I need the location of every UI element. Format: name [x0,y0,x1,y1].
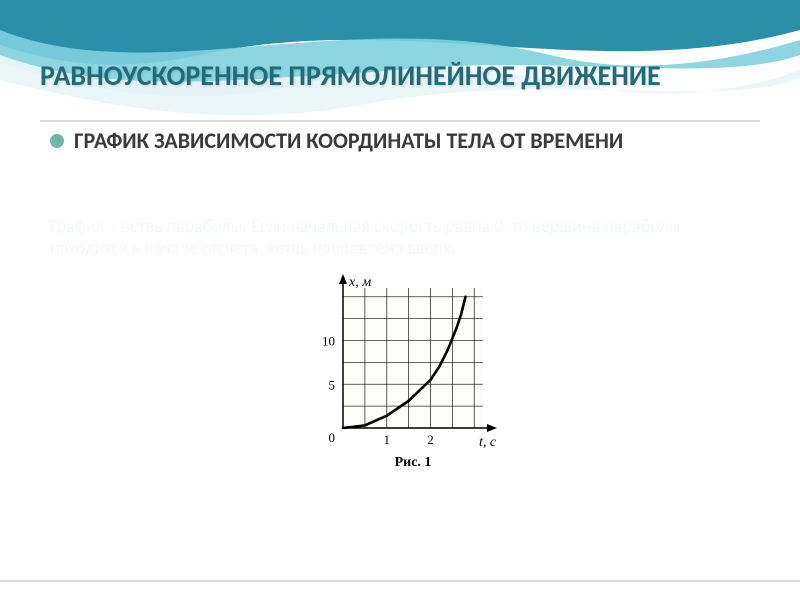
bullet-dot-icon [50,134,64,148]
faint-paragraph: График – ветвь параболы. Если начальная … [50,215,760,260]
footer-divider [0,580,800,582]
coordinate-time-chart: 1 2 5 10 0 x, м t, с Рис. 1 [295,268,515,488]
svg-text:10: 10 [322,333,335,348]
svg-text:1: 1 [384,432,391,447]
svg-text:x, м: x, м [348,275,371,290]
bullet-text: ГРАФИК ЗАВИСИМОСТИ КООРДИНАТЫ ТЕЛА ОТ ВР… [74,128,623,154]
svg-text:Рис. 1: Рис. 1 [395,455,432,470]
svg-text:t, с: t, с [479,435,497,450]
page-title: РАВНОУСКОРЕННОЕ ПРЯМОЛИНЕЙНОЕ ДВИЖЕНИЕ [40,60,760,92]
svg-text:0: 0 [329,430,336,445]
bullet-item: ГРАФИК ЗАВИСИМОСТИ КООРДИНАТЫ ТЕЛА ОТ ВР… [50,128,760,154]
title-underline [40,120,760,122]
svg-text:2: 2 [427,432,434,447]
svg-text:5: 5 [329,377,336,392]
